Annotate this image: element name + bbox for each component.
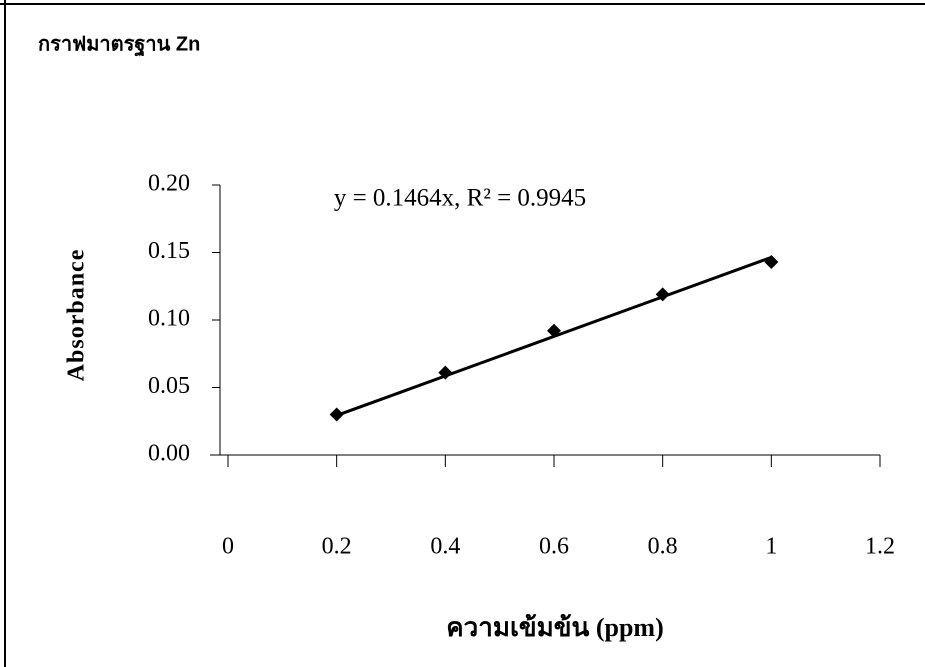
chart-title: กราฟมาตรฐาน Zn: [38, 33, 200, 57]
y-tick-label: 0.05: [148, 373, 190, 399]
x-tick-label: 1: [765, 534, 777, 560]
data-point: [764, 254, 779, 269]
data-point: [329, 407, 344, 422]
x-tick-label: 0.6: [539, 534, 569, 560]
x-tick-label: 0.2: [322, 534, 352, 560]
data-point: [547, 323, 561, 338]
data-point: [438, 365, 453, 380]
x-tick-label: 1.2: [865, 534, 895, 560]
x-tick-label: 0.8: [648, 534, 678, 560]
y-tick-label: 0.00: [148, 441, 190, 467]
x-tick-label: 0.4: [430, 534, 460, 560]
y-tick-label: 0.10: [148, 306, 190, 332]
trendline-label: y = 0.1464x, R² = 0.9945: [334, 185, 586, 212]
y-tick-label: 0.15: [148, 238, 190, 264]
x-tick-label: 0: [222, 534, 234, 560]
y-axis-label: Absorbance: [64, 249, 90, 382]
x-axis-label: ความเข้มข้น (ppm): [446, 613, 663, 642]
data-point: [655, 287, 670, 302]
y-tick-label: 0.20: [148, 171, 190, 197]
